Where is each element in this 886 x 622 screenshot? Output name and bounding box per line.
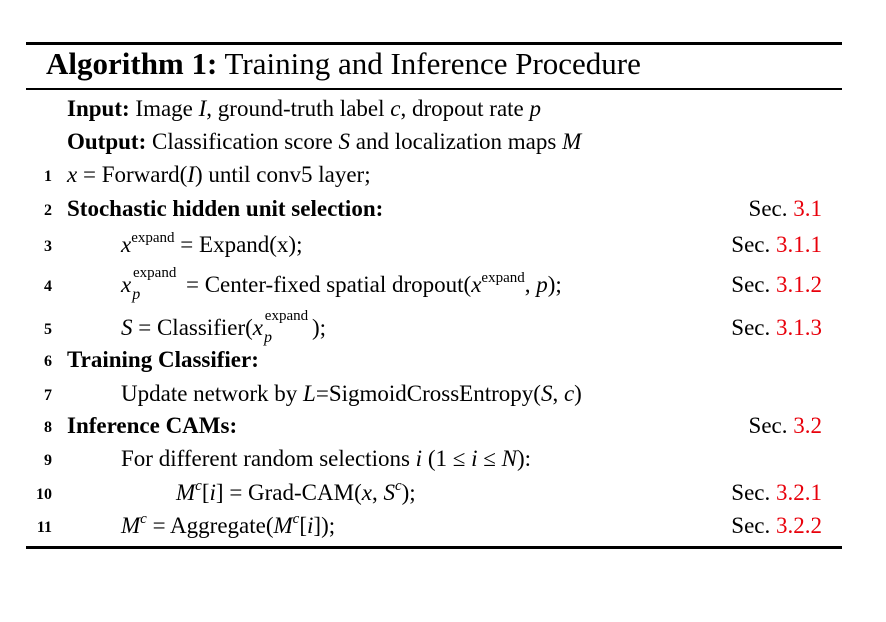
algorithm-line-9: 9 For different random selections i (1 ≤… xyxy=(26,442,842,476)
section-reference: Sec. 3.1.3 xyxy=(731,315,822,340)
section-link[interactable]: 3.1.2 xyxy=(776,272,822,297)
algorithm-line-3: 3 xexpand = Expand(x); Sec. 3.1.1 xyxy=(26,228,842,262)
top-rule xyxy=(26,42,842,45)
section-heading: Inference CAMs: xyxy=(67,413,238,438)
section-link[interactable]: 3.2 xyxy=(793,413,822,438)
line-number: 7 xyxy=(44,387,52,404)
output-label: Output: xyxy=(67,129,147,154)
algorithm-line-6: 6 Training Classifier: xyxy=(26,343,842,377)
line-number: 5 xyxy=(44,321,52,338)
input-label: Input: xyxy=(67,96,130,121)
algorithm-line-4: 4 x expand p = Center-fixed spatial dropou… xyxy=(26,265,842,303)
section-heading: Training Classifier: xyxy=(67,347,259,372)
line-number: 10 xyxy=(36,486,52,503)
line-number: 9 xyxy=(44,452,52,469)
algorithm-line-1: 1 x = Forward(I) until conv5 layer; xyxy=(26,158,842,192)
output-line: Output: Classification score S and local… xyxy=(67,129,582,154)
algorithm-name: Training and Inference Procedure xyxy=(224,46,641,81)
line-number: 4 xyxy=(44,278,52,295)
line-number: 6 xyxy=(44,353,52,370)
algorithm-line-11: 11 Mc = Aggregate(Mc[i]); Sec. 3.2.2 xyxy=(26,509,842,543)
algorithm-line-2: 2 Stochastic hidden unit selection: Sec.… xyxy=(26,192,842,226)
algorithm-title: Algorithm 1: Training and Inference Proc… xyxy=(46,44,641,84)
input-line: Input: Image I, ground-truth label c, dr… xyxy=(67,96,541,121)
line-number: 3 xyxy=(44,238,52,255)
algorithm-line-10: 10 Mc[i] = Grad-CAM(x, Sc); Sec. 3.2.1 xyxy=(26,476,842,510)
section-reference: Sec. 3.1.1 xyxy=(731,232,822,257)
algorithm-line-5: 5 S = Classifier(x expand p); Sec. 3.1.3 xyxy=(26,308,842,346)
section-link[interactable]: 3.2.1 xyxy=(776,480,822,505)
algorithm-label: Algorithm 1: xyxy=(46,46,218,81)
section-link[interactable]: 3.1.3 xyxy=(776,315,822,340)
section-reference: Sec. 3.1.2 xyxy=(731,272,822,297)
line-number: 8 xyxy=(44,419,52,436)
section-link[interactable]: 3.2.2 xyxy=(776,513,822,538)
algorithm-line-7: 7 Update network by L=SigmoidCrossEntrop… xyxy=(26,377,842,411)
algorithm-line-8: 8 Inference CAMs: Sec. 3.2 xyxy=(26,409,842,443)
line-number: 1 xyxy=(44,168,52,185)
section-link[interactable]: 3.1.1 xyxy=(776,232,822,257)
section-reference: Sec. 3.2.1 xyxy=(731,480,822,505)
section-link[interactable]: 3.1 xyxy=(793,196,822,221)
line-number: 2 xyxy=(44,202,52,219)
section-reference: Sec. 3.2 xyxy=(748,413,822,438)
section-reference: Sec. 3.2.2 xyxy=(731,513,822,538)
bottom-rule xyxy=(26,546,842,549)
section-reference: Sec. 3.1 xyxy=(748,196,822,221)
section-heading: Stochastic hidden unit selection: xyxy=(67,196,384,221)
title-rule xyxy=(26,88,842,90)
line-number: 11 xyxy=(36,519,52,536)
